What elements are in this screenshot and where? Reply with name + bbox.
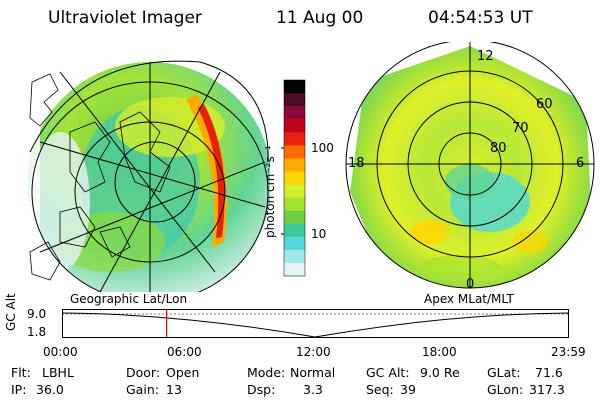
seq-label: Seq:	[366, 382, 394, 397]
timeline-xtick-2: 12:00	[296, 345, 331, 359]
door-value: Open	[166, 365, 200, 380]
left-panel-caption: Geographic Lat/Lon	[70, 292, 188, 306]
colorbar-swatch	[284, 262, 305, 277]
mlt-18-label: 18	[348, 156, 365, 171]
mlt-6-label: 6	[576, 156, 584, 171]
mlat-70-label: 70	[512, 121, 529, 136]
colorbar-swatch	[284, 236, 305, 251]
colorbar-swatch	[284, 145, 305, 159]
colorbar-swatch	[284, 158, 305, 172]
glat-value: 71.6	[535, 365, 563, 380]
altitude-timeline	[62, 309, 569, 338]
glon-label: GLon:	[487, 382, 524, 397]
colorbar-swatch	[284, 132, 305, 146]
mlt-0-label: 0	[466, 277, 474, 292]
gcalt-value: 9.0 Re	[420, 365, 460, 380]
gain-label: Gain:	[126, 382, 159, 397]
date-label: 11 Aug 00	[276, 8, 364, 28]
colorbar-unit-label: photon cm⁻²s⁻¹	[263, 145, 277, 238]
title: Ultraviolet Imager	[48, 8, 202, 28]
colorbar-swatch	[284, 93, 305, 107]
timeline-xtick-4: 23:59	[551, 345, 586, 359]
glon-value: 317.3	[529, 382, 565, 397]
timeline-xtick-1: 06:00	[167, 345, 202, 359]
ip-value: 36.0	[36, 382, 64, 397]
colorbar: photon cm⁻²s⁻¹	[263, 79, 306, 277]
timeline-ytick-1.8: 1.8	[27, 325, 47, 339]
timeline-xtick-0: 00:00	[43, 345, 78, 359]
time-label: 04:54:53 UT	[428, 8, 533, 28]
colorbar-swatch	[284, 223, 305, 238]
flt-label: Flt:	[11, 365, 31, 380]
flt-value: LBHL	[42, 365, 74, 380]
colorbar-swatch	[284, 210, 305, 225]
timeline-ytick-9: 9.0	[27, 307, 47, 321]
gcalt-label: GC Alt:	[366, 365, 410, 380]
ip-label: IP:	[11, 382, 27, 397]
colorbar-swatch	[284, 106, 305, 120]
colorbar-swatch	[284, 184, 305, 199]
colorbar-tick-10: 10	[311, 227, 327, 241]
gain-value: 13	[166, 382, 182, 397]
colorbar-swatch	[284, 80, 305, 94]
door-label: Door:	[126, 365, 161, 380]
magnetic-image-panel: 12 18 6 0 60 70 80	[345, 42, 595, 292]
colorbar-swatch	[284, 197, 305, 212]
colorbar-swatch	[284, 249, 305, 264]
mode-label: Mode:	[247, 365, 286, 380]
timeline-y-label: GC Alt	[4, 293, 18, 331]
colorbar-swatch	[284, 119, 305, 133]
colorbar-tick-100: 100	[311, 141, 334, 155]
seq-value: 39	[400, 382, 416, 397]
right-panel-caption: Apex MLat/MLT	[424, 292, 514, 306]
geographic-image-panel	[28, 60, 270, 292]
mlt-12-label: 12	[477, 49, 494, 64]
colorbar-swatch	[284, 171, 305, 186]
mode-value: Normal	[290, 365, 336, 380]
dsp-label: Dsp:	[247, 382, 276, 397]
glat-label: GLat:	[487, 365, 521, 380]
timeline-xtick-3: 18:00	[422, 345, 457, 359]
mlat-80-label: 80	[490, 141, 507, 156]
mlat-60-label: 60	[536, 97, 553, 112]
dsp-value: 3.3	[303, 382, 323, 397]
